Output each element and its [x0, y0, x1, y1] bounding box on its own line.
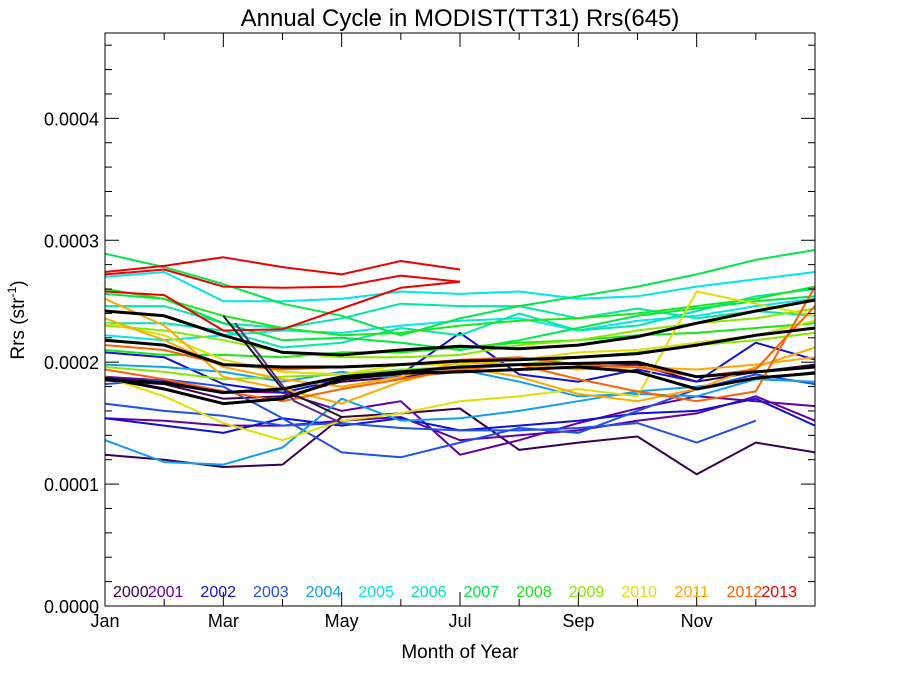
x-tick-label: Mar [208, 611, 239, 631]
legend-entry-2003: 2003 [253, 584, 289, 601]
legend-entry-2007: 2007 [464, 584, 500, 601]
y-tick-label: 0.0000 [44, 597, 99, 617]
y-axis-label-superscript: -1 [5, 286, 19, 297]
series-line-2002-1 [104, 331, 816, 394]
legend-entry-2010: 2010 [621, 584, 657, 601]
series-line-2010-1 [104, 290, 816, 442]
series-line-2000-1 [104, 407, 816, 476]
legend-entry-2006: 2006 [411, 584, 447, 601]
legend-entry-2012: 2012 [727, 584, 763, 601]
legend-entry-2005: 2005 [358, 584, 394, 601]
legend-entry-2009: 2009 [569, 584, 605, 601]
y-axis-label-close: ) [8, 280, 29, 286]
series-line-2007-2 [104, 292, 816, 351]
x-tick-label: Sep [562, 611, 594, 631]
mean-line-2 [104, 326, 816, 369]
extra-segment-2 [234, 322, 343, 425]
legend-entry-2013: 2013 [761, 584, 797, 601]
series-line-2005-1 [104, 271, 816, 303]
legend-entry-2000: 2000 [113, 584, 149, 601]
series-line-2004-1 [104, 378, 816, 466]
legend-entry-2004: 2004 [306, 584, 342, 601]
y-tick-label: 0.0002 [44, 353, 99, 373]
mean-line-3 [104, 365, 816, 406]
legend-entry-2008: 2008 [516, 584, 552, 601]
legend-entry-2001: 2001 [148, 584, 184, 601]
mean-lines-group [104, 298, 816, 406]
series-line-2013-2 [104, 268, 461, 289]
x-tick-label: May [325, 611, 359, 631]
series-line-2010-2 [104, 319, 816, 376]
mean-line-4 [104, 360, 816, 395]
y-axis-label-main: Rrs (str [8, 297, 29, 360]
series-line-2013-1 [104, 256, 461, 276]
chart-title: Annual Cycle in MODIST(TT31) Rrs(645) [241, 5, 680, 32]
legend-entry-2002: 2002 [200, 584, 236, 601]
series-line-2007-1 [104, 249, 816, 337]
legend-entry-2011: 2011 [675, 584, 710, 601]
x-tick-label: Jan [90, 611, 119, 631]
y-axis-label: Rrs (str-1) [5, 280, 29, 359]
axes-group: 0.0000 0.0001 0.0002 0.0003 0.0004 Jan Mar May J… [44, 33, 815, 631]
x-axis-label: Month of Year [401, 642, 519, 663]
y-tick-label: 0.0003 [44, 231, 99, 251]
series-line-2003-1 [104, 402, 757, 444]
x-tick-label: Nov [681, 611, 713, 631]
legend: 2000 2001 2002 2003 2004 2005 2006 2007 2008 2009… [113, 584, 797, 601]
series-line-2013-3 [104, 280, 461, 332]
mean-line-1 [104, 298, 816, 357]
y-tick-label: 0.0001 [44, 475, 99, 495]
x-tick-label: Jul [448, 611, 471, 631]
y-tick-label: 0.0004 [44, 109, 99, 129]
series-line-2001-2 [104, 395, 816, 442]
